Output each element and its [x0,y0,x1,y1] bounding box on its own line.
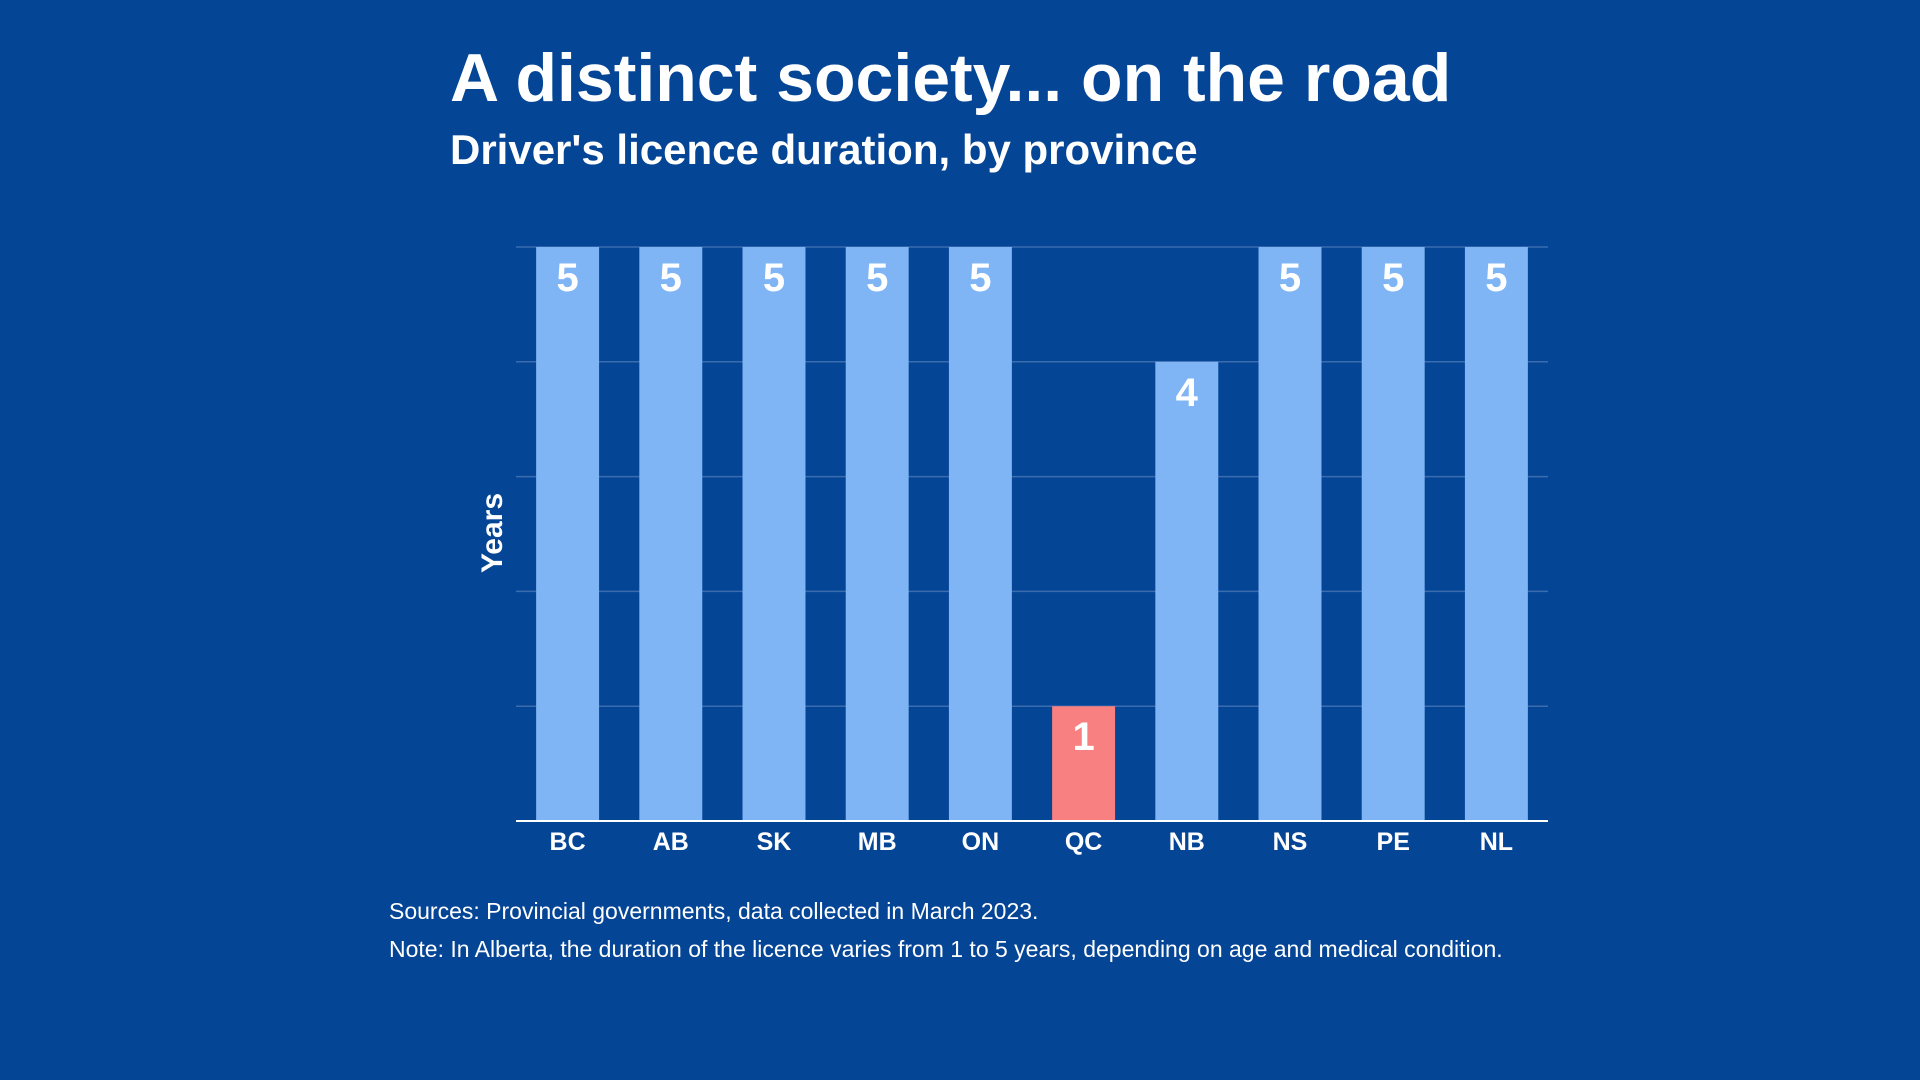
bar-on [948,247,1012,821]
x-tick-nb: NB [1169,828,1205,856]
data-labels: 5 5 5 5 5 1 4 5 5 5 [556,256,1507,759]
x-tick-pe: PE [1377,828,1410,856]
data-label-ns: 5 [1279,256,1301,300]
bar-sk [742,247,806,821]
x-tick-sk: SK [757,828,792,856]
bar-bc [536,247,600,821]
data-label-on: 5 [969,256,991,300]
bar-ns [1258,247,1322,821]
sources-note: Sources: Provincial governments, data co… [389,898,1039,924]
x-tick-qc: QC [1065,828,1103,856]
bar-nb [1155,361,1219,821]
bar-pe [1361,247,1425,821]
x-tick-ns: NS [1273,828,1308,856]
data-label-qc: 1 [1072,715,1094,759]
bar-nl [1464,247,1528,821]
data-label-nl: 5 [1485,256,1507,300]
bar-qc [1052,706,1116,821]
data-label-ab: 5 [660,256,682,300]
x-tick-mb: MB [858,828,897,856]
alberta-note: Note: In Alberta, the duration of the li… [389,936,1503,962]
bars [536,247,1528,821]
chart-subtitle: Driver's licence duration, by province [450,126,1198,173]
x-tick-ab: AB [653,828,689,856]
x-tick-labels: BC AB SK MB ON QC NB NS PE NL [550,828,1514,856]
x-tick-bc: BC [550,828,586,856]
x-tick-on: ON [962,828,1000,856]
y-axis-label: Years [476,493,509,573]
x-tick-nl: NL [1480,828,1513,856]
bar-mb [845,247,909,821]
data-label-mb: 5 [866,256,888,300]
data-label-pe: 5 [1382,256,1404,300]
data-label-bc: 5 [556,256,578,300]
data-label-sk: 5 [763,256,785,300]
data-label-nb: 4 [1176,371,1199,415]
bar-ab [639,247,703,821]
chart-title: A distinct society... on the road [450,40,1452,116]
